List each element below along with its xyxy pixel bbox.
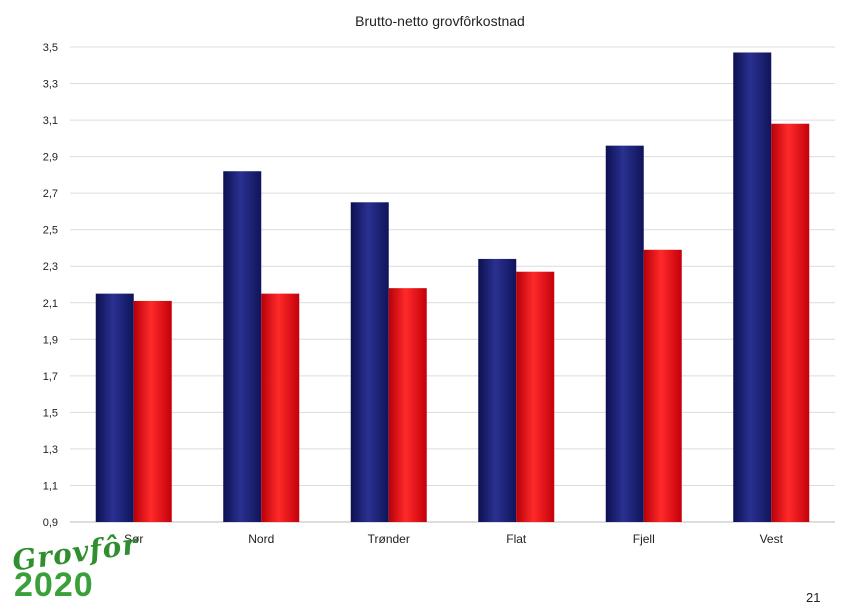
x-category-label: Trønder xyxy=(368,532,410,546)
x-category-label: Flat xyxy=(506,532,527,546)
bar-Nord-series-1 xyxy=(223,171,262,522)
grid-lines xyxy=(70,46,835,523)
x-category-label: Sør xyxy=(124,532,143,546)
bar-Fjell-series-2 xyxy=(643,249,682,523)
bars xyxy=(95,52,810,523)
y-tick-label: 1,3 xyxy=(43,444,58,456)
bar-Trønder-series-1 xyxy=(350,202,389,523)
y-tick-label: 3,5 xyxy=(43,42,58,54)
page-number: 21 xyxy=(806,590,821,605)
y-tick-label: 2,3 xyxy=(43,261,58,273)
y-tick-label: 2,1 xyxy=(43,298,58,310)
y-axis-ticks: 0,9 1,1 1,3 1,5 1,7 1,9 2,1 2,3 2,5 2,7 2,9 3,1 3,3 3… xyxy=(43,42,58,529)
y-tick-label: 2,9 xyxy=(43,152,58,164)
x-category-label: Vest xyxy=(760,532,784,546)
y-tick-label: 1,7 xyxy=(43,371,58,383)
y-tick-label: 3,1 xyxy=(43,115,58,127)
bar-Trønder-series-2 xyxy=(388,288,427,522)
y-tick-label: 1,9 xyxy=(43,334,58,346)
x-axis-labels: Sør Nord Trønder Flat Fjell Vest xyxy=(124,532,784,546)
y-tick-label: 2,5 xyxy=(43,225,58,237)
bar-Flat-series-1 xyxy=(478,258,517,522)
bar-Vest-series-1 xyxy=(733,52,772,522)
bar-Nord-series-2 xyxy=(261,293,300,522)
chart-title: Brutto-netto grovfôrkostnad xyxy=(355,13,525,29)
y-tick-label: 1,1 xyxy=(43,480,58,492)
y-tick-label: 0,9 xyxy=(43,517,58,529)
x-category-label: Fjell xyxy=(633,532,655,546)
bar-Sør-series-1 xyxy=(95,293,134,522)
bar-Sør-series-2 xyxy=(133,300,172,522)
y-tick-label: 1,5 xyxy=(43,407,58,419)
bar-Flat-series-2 xyxy=(516,271,555,522)
x-category-label: Nord xyxy=(248,532,274,546)
grovfor-logo-year: 2020 xyxy=(14,566,94,604)
y-tick-label: 2,7 xyxy=(43,188,58,200)
y-tick-label: 3,3 xyxy=(43,79,58,91)
bar-Fjell-series-1 xyxy=(605,145,644,522)
bar-Vest-series-2 xyxy=(771,123,810,522)
